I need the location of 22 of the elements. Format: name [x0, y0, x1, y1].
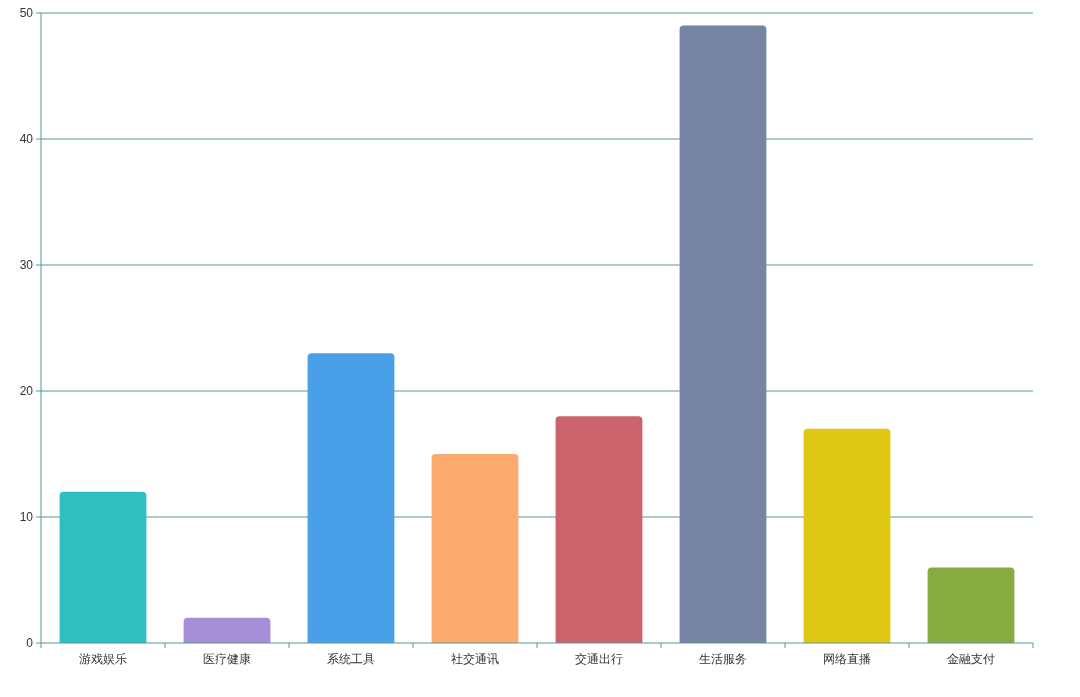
- y-tick-label: 30: [19, 258, 34, 272]
- x-tick-label: 社交通讯: [451, 652, 499, 666]
- bar: [803, 428, 891, 643]
- x-tick-label: 金融支付: [947, 652, 995, 666]
- x-tick-label: 生活服务: [699, 652, 747, 666]
- y-tick-label: 50: [19, 6, 34, 20]
- y-tick-label: 20: [19, 384, 34, 398]
- y-tick-label: 40: [19, 132, 34, 146]
- x-tick-label: 交通出行: [575, 652, 623, 666]
- y-tick-label: 10: [19, 510, 34, 524]
- bar: [59, 491, 147, 643]
- bar: [307, 353, 395, 643]
- x-tick-label: 医疗健康: [203, 652, 251, 666]
- x-tick-label: 系统工具: [327, 652, 375, 666]
- bar: [183, 617, 271, 643]
- bar: [555, 416, 643, 643]
- y-tick-label: 0: [26, 636, 34, 650]
- x-tick-label: 游戏娱乐: [79, 652, 127, 666]
- bar: [927, 567, 1015, 643]
- x-tick-label: 网络直播: [823, 652, 871, 666]
- bar: [679, 25, 767, 643]
- bar: [431, 454, 519, 643]
